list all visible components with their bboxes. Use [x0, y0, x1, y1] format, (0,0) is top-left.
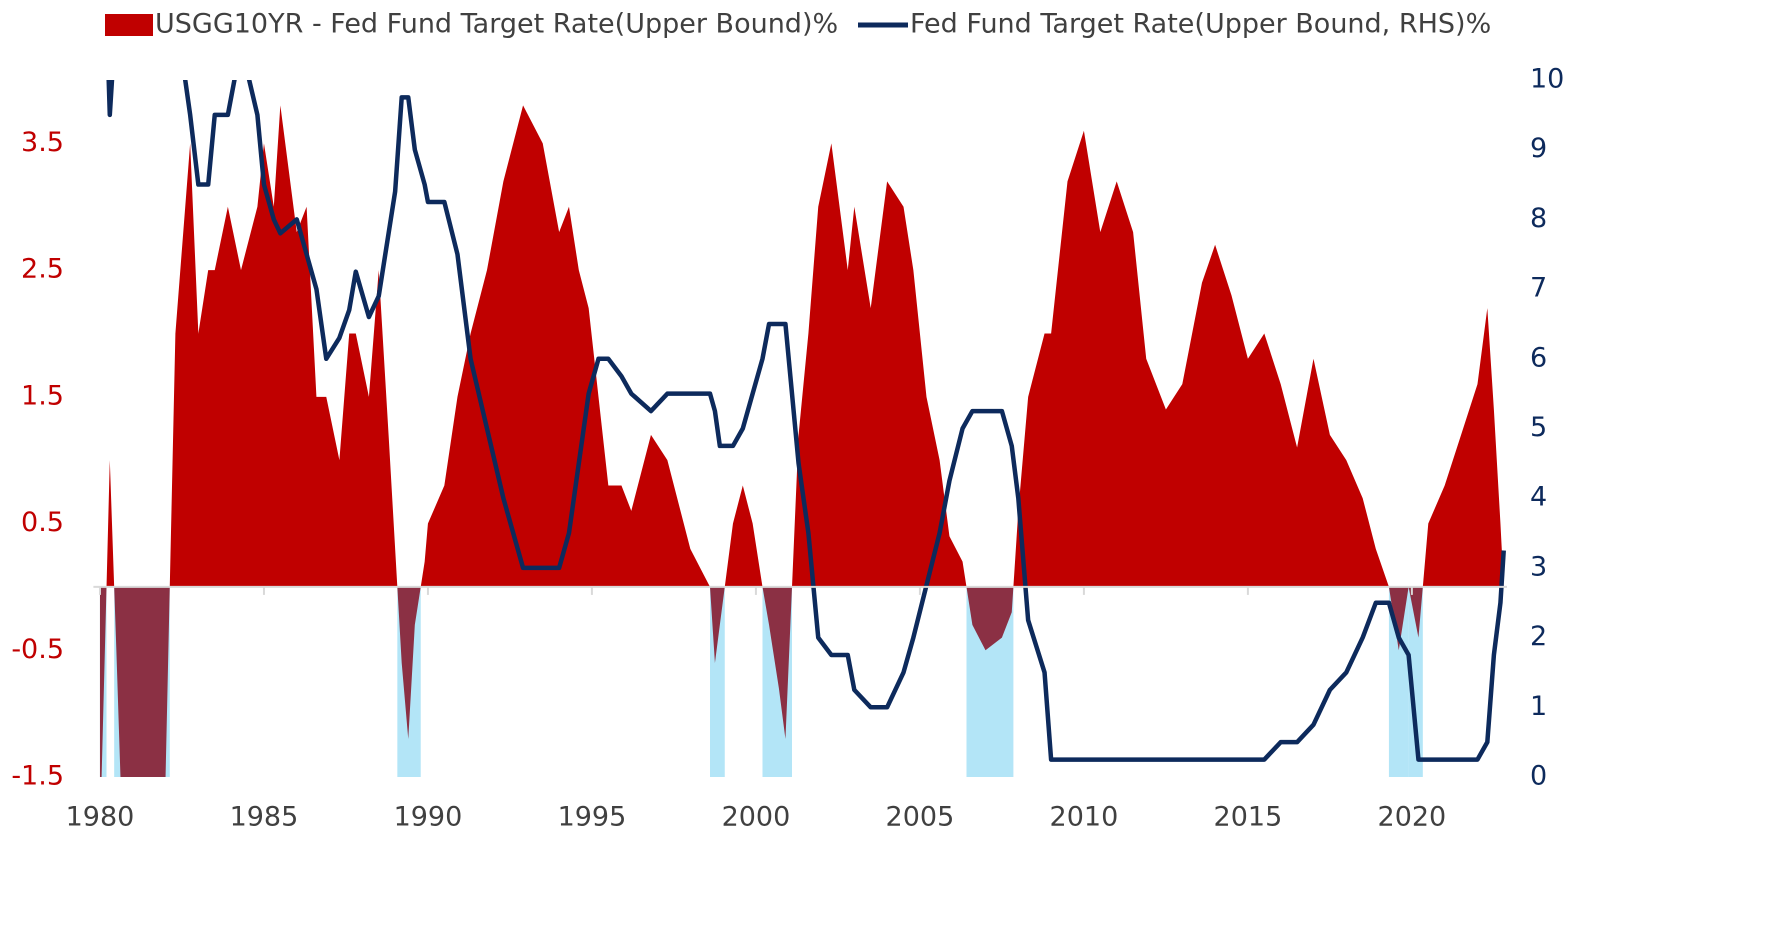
y2-tick-label: 3	[1530, 551, 1547, 582]
area-positive	[99, 105, 1504, 587]
y2-tick-label: 6	[1530, 342, 1547, 373]
y2-tick-label: 5	[1530, 412, 1547, 443]
y-tick-label: -1.5	[11, 761, 64, 792]
x-tick-label: 1995	[558, 802, 627, 833]
legend-label: USGG10YR - Fed Fund Target Rate(Upper Bo…	[155, 9, 838, 40]
legend-label: Fed Fund Target Rate(Upper Bound, RHS)%	[910, 9, 1491, 40]
y-tick-label: 3.5	[21, 127, 64, 158]
x-tick-label: 2010	[1050, 802, 1119, 833]
y2-tick-label: 1	[1530, 691, 1547, 722]
x-tick-label: 1980	[66, 802, 135, 833]
legend-swatch	[105, 14, 153, 36]
y2-tick-label: 2	[1530, 621, 1547, 652]
line	[106, 80, 1506, 762]
y2-tick-label: 9	[1530, 133, 1547, 164]
y-tick-label: 1.5	[21, 380, 64, 411]
x-tick-label: 2020	[1378, 802, 1447, 833]
y2-tick-label: 10	[1530, 64, 1564, 95]
legend: USGG10YR - Fed Fund Target Rate(Upper Bo…	[105, 9, 1491, 40]
y2-tick-label: 8	[1530, 203, 1547, 234]
x-tick-label: 1990	[394, 802, 463, 833]
y-tick-label: 0.5	[21, 507, 64, 538]
plot-area	[99, 80, 1506, 777]
y2-tick-label: 4	[1530, 482, 1547, 513]
x-tick-label: 1985	[230, 802, 299, 833]
inversion-band	[1408, 586, 1423, 777]
y2-tick-label: 0	[1530, 761, 1547, 792]
inversion-band	[1388, 586, 1409, 777]
x-tick-label: 2000	[722, 802, 791, 833]
y-tick-label: 2.5	[21, 254, 64, 285]
y2-tick-label: 7	[1530, 273, 1547, 304]
y-tick-label: -0.5	[11, 634, 64, 665]
x-tick-label: 2015	[1214, 802, 1283, 833]
x-tick-label: 2005	[886, 802, 955, 833]
